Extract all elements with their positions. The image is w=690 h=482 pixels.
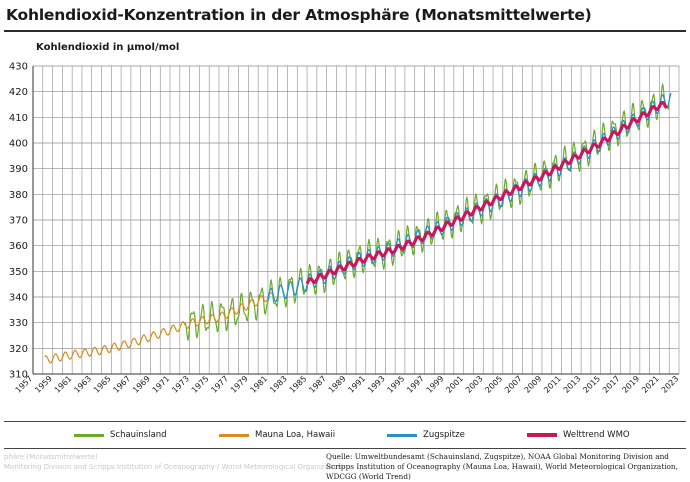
y-tick-label-390: 390 xyxy=(9,164,28,175)
title-divider xyxy=(4,30,686,32)
legend-label-zugspitze: Zugspitze xyxy=(423,430,465,440)
x-tick-label-2021: 2021 xyxy=(640,374,661,395)
x-tick-label-2023: 2023 xyxy=(660,374,681,395)
x-tick-label-1995: 1995 xyxy=(386,374,407,395)
x-tick-label-2013: 2013 xyxy=(562,374,583,395)
x-tick-label-1979: 1979 xyxy=(229,374,250,395)
y-tick-label-430: 430 xyxy=(9,62,28,73)
legend-swatch-welttrend xyxy=(527,433,557,437)
faded-background-text: phäre (Monatsmittelwerte) Monitoring Div… xyxy=(4,452,342,472)
y-tick-label-360: 360 xyxy=(9,241,28,252)
y-tick-label-370: 370 xyxy=(9,216,28,227)
x-tick-label-1973: 1973 xyxy=(170,374,191,395)
faded-text-line-1: phäre (Monatsmittelwerte) xyxy=(4,453,98,461)
x-tick-label-2019: 2019 xyxy=(621,374,642,395)
series-line-0 xyxy=(184,83,670,341)
x-tick-label-1969: 1969 xyxy=(131,374,152,395)
legend-item-mauna-loa: Mauna Loa, Hawaii xyxy=(219,429,335,441)
y-tick-label-400: 400 xyxy=(9,139,28,150)
x-tick-label-1997: 1997 xyxy=(405,374,426,395)
legend-item-schauinsland: Schauinsland xyxy=(74,429,167,441)
legend-label-welttrend: Welttrend WMO xyxy=(563,430,630,440)
y-tick-label-340: 340 xyxy=(9,293,28,304)
x-tick-label-1975: 1975 xyxy=(190,374,211,395)
x-tick-label-1987: 1987 xyxy=(307,374,328,395)
y-tick-label-380: 380 xyxy=(9,190,28,201)
y-tick-label-310: 310 xyxy=(9,370,28,381)
x-tick-label-1965: 1965 xyxy=(92,374,113,395)
x-tick-label-1983: 1983 xyxy=(268,374,289,395)
source-note: Quelle: Umweltbundesamt (Schauinsland, Z… xyxy=(326,452,678,481)
x-tick-label-2001: 2001 xyxy=(444,374,465,395)
x-tick-label-1991: 1991 xyxy=(346,374,367,395)
y-tick-label-410: 410 xyxy=(9,113,28,124)
legend-item-zugspitze: Zugspitze xyxy=(387,429,465,441)
y-tick-label-320: 320 xyxy=(9,344,28,355)
x-tick-label-2017: 2017 xyxy=(601,374,622,395)
y-tick-label-420: 420 xyxy=(9,87,28,98)
series-line-1 xyxy=(44,292,273,364)
x-tick-label-1971: 1971 xyxy=(151,374,172,395)
y-axis-label: Kohlendioxid in µmol/mol xyxy=(36,42,180,53)
y-tick-label-350: 350 xyxy=(9,267,28,278)
legend-swatch-schauinsland xyxy=(74,433,104,437)
legend-label-schauinsland: Schauinsland xyxy=(110,430,167,440)
faded-text-line-2: Monitoring Division and Scripps Institut… xyxy=(4,463,343,471)
x-tick-label-1959: 1959 xyxy=(33,374,54,395)
x-tick-label-2003: 2003 xyxy=(464,374,485,395)
x-tick-label-1999: 1999 xyxy=(425,374,446,395)
x-tick-label-2011: 2011 xyxy=(542,374,563,395)
legend-swatch-mauna-loa xyxy=(219,433,249,437)
legend: Schauinsland Mauna Loa, Hawaii Zugspitze… xyxy=(4,421,686,449)
y-tick-label-330: 330 xyxy=(9,318,28,329)
x-tick-label-1977: 1977 xyxy=(209,374,230,395)
x-tick-label-1963: 1963 xyxy=(72,374,93,395)
x-tick-label-1985: 1985 xyxy=(288,374,309,395)
x-tick-label-2007: 2007 xyxy=(503,374,524,395)
x-tick-label-1981: 1981 xyxy=(249,374,270,395)
co2-line-chart: 310 320 330 340 350 360 370 380 390 400 410 420 430 1… xyxy=(9,62,681,395)
legend-swatch-zugspitze xyxy=(387,433,417,437)
x-tick-label-1961: 1961 xyxy=(53,374,74,395)
x-tick-label-2015: 2015 xyxy=(581,374,602,395)
series-line-3 xyxy=(305,100,668,285)
chart-title: Kohlendioxid-Konzentration in der Atmosp… xyxy=(6,6,592,24)
x-tick-label-2005: 2005 xyxy=(483,374,504,395)
legend-item-welttrend: Welttrend WMO xyxy=(527,429,630,441)
x-tick-label-1967: 1967 xyxy=(112,374,133,395)
x-tick-label-1989: 1989 xyxy=(327,374,348,395)
x-tick-label-1993: 1993 xyxy=(366,374,387,395)
x-tick-label-2009: 2009 xyxy=(523,374,544,395)
legend-label-mauna-loa: Mauna Loa, Hawaii xyxy=(255,430,336,440)
